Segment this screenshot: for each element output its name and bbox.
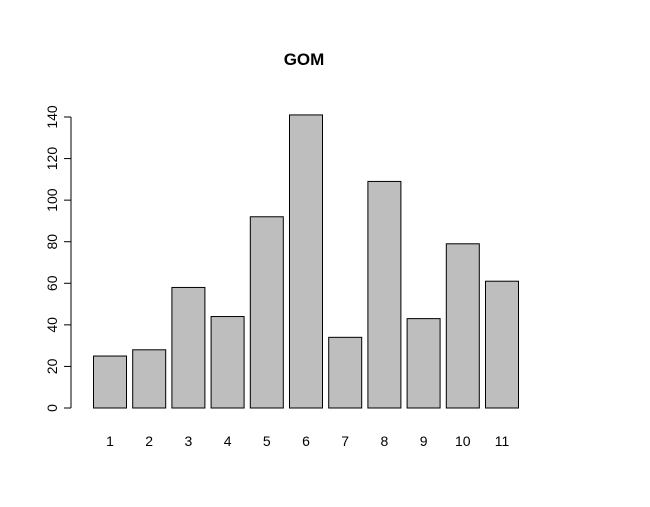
bar <box>289 114 323 409</box>
y-tick-label: 80 <box>44 234 60 250</box>
bar <box>249 216 284 409</box>
x-tick-label: 4 <box>224 433 232 449</box>
y-tick-label: 20 <box>44 358 60 374</box>
x-axis-labels: 1 2 3 4 5 6 7 8 9 10 11 <box>106 433 509 449</box>
x-tick-label: 2 <box>145 433 153 449</box>
bar <box>445 243 480 409</box>
bar <box>485 280 519 409</box>
x-tick-label: 1 <box>106 433 114 449</box>
bar <box>406 318 441 409</box>
bar <box>210 316 245 409</box>
x-tick-label: 10 <box>455 433 471 449</box>
y-tick-label: 40 <box>44 317 60 333</box>
x-tick-label: 9 <box>420 433 428 449</box>
bars <box>93 114 519 409</box>
y-tick-label: 100 <box>44 188 60 212</box>
x-tick-label: 5 <box>263 433 271 449</box>
bar <box>367 180 402 409</box>
bar <box>328 336 363 409</box>
x-tick-label: 6 <box>302 433 310 449</box>
y-tick-label: 60 <box>44 275 60 291</box>
bar <box>171 286 206 409</box>
x-tick-label: 7 <box>341 433 349 449</box>
bar <box>132 349 167 409</box>
x-tick-label: 11 <box>495 433 510 449</box>
x-tick-label: 8 <box>381 433 389 449</box>
y-axis: 0 20 40 60 80 100 120 140 <box>44 105 72 412</box>
chart-title: GOM <box>284 50 325 69</box>
y-tick-label: 120 <box>44 147 60 171</box>
x-tick-label: 3 <box>185 433 193 449</box>
y-tick-label: 0 <box>44 404 60 412</box>
bar <box>93 355 127 409</box>
y-tick-label: 140 <box>44 105 60 129</box>
